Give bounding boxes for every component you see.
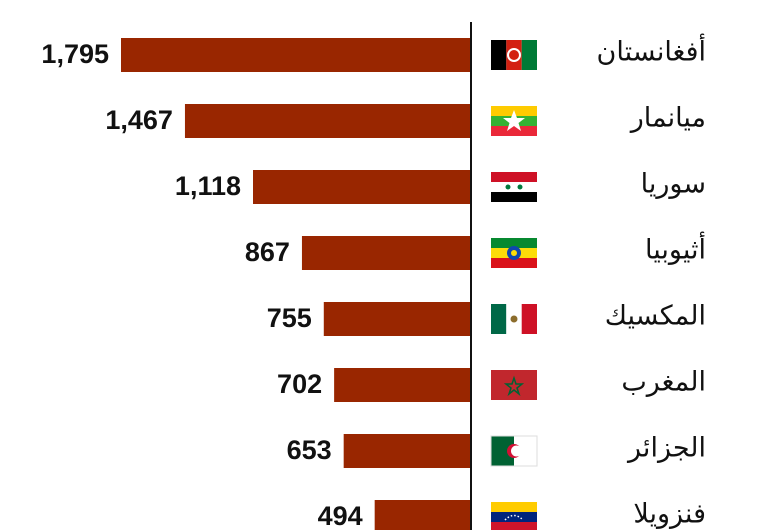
category-label: أثيوبيا [645,231,706,266]
flag [491,40,537,70]
flag [491,106,537,136]
category-label: المغرب [621,367,706,398]
category-label: أفغانستان [597,33,706,68]
bar [301,236,471,270]
category-label: الجزائر [626,433,706,464]
flag [490,435,538,467]
value-label: 1,795 [41,39,109,69]
category-label: ميانمار [629,103,706,134]
value-label: 755 [267,303,312,333]
flags [490,40,538,530]
value-label: 1,467 [105,105,173,135]
bar [184,104,471,138]
bar [323,302,471,336]
bar [253,170,471,204]
category-label: المكسيك [605,301,706,332]
flag [491,238,537,268]
flag [491,370,537,400]
bar [334,368,471,402]
category-label: فنزويلا [633,499,706,530]
value-label: 702 [277,369,322,399]
flag [491,304,537,334]
value-label: 1,118 [175,171,241,201]
flag [491,502,537,530]
bar [374,500,471,530]
category-label: سوريا [641,169,706,200]
bar [121,38,471,72]
value-label: 653 [287,435,332,465]
value-label: 867 [245,237,290,267]
flag [491,172,537,202]
bar [343,434,471,468]
value-label: 494 [318,501,363,530]
